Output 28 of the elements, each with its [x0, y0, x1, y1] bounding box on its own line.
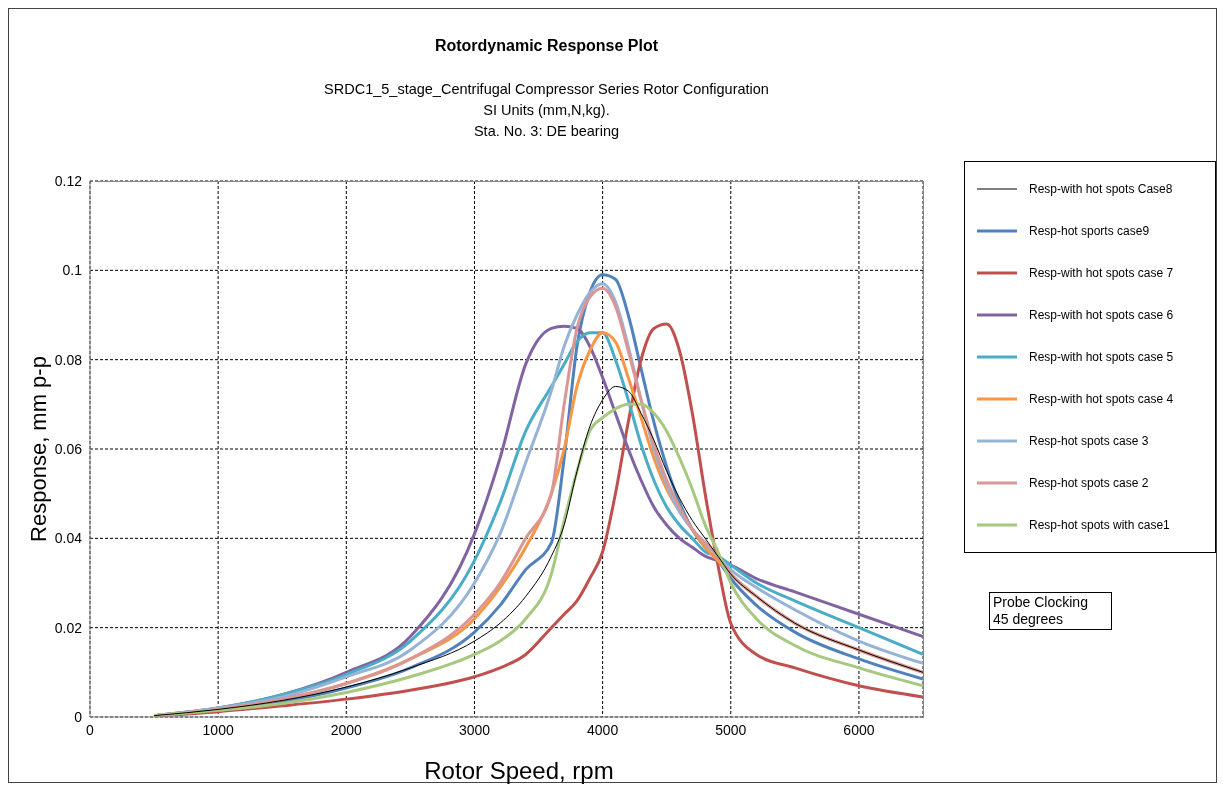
legend-label: Resp-hot spots case 2 — [1029, 476, 1149, 490]
legend-label: Resp-hot spots with case1 — [1029, 518, 1170, 532]
legend-label: Resp-hot spots case 3 — [1029, 434, 1149, 448]
legend-label: Resp-with hot spots case 4 — [1029, 392, 1174, 406]
legend-label: Resp-with hot spots case 6 — [1029, 308, 1174, 322]
legend-label: Resp-with hot spots Case8 — [1029, 182, 1173, 196]
x-tick-label: 6000 — [843, 721, 875, 738]
x-tick-label: 3000 — [458, 721, 491, 738]
x-tick-label: 1000 — [202, 721, 234, 738]
text: Probe Clocking 45 degrees — [989, 592, 1112, 630]
x-tick-label: 4000 — [587, 721, 619, 738]
y-tick-label: 0.08 — [54, 351, 83, 368]
x-axis-title: Rotor Speed, rpm — [423, 757, 615, 785]
y-tick-label: 0.1 — [62, 262, 83, 279]
x-tick-label: 0 — [86, 721, 95, 738]
chart-title: Rotordynamic Response Plot — [433, 37, 660, 55]
x-tick-label: 2000 — [330, 721, 363, 738]
y-tick-label: 0.06 — [54, 440, 83, 457]
legend-label: Resp-with hot spots case 5 — [1029, 350, 1174, 364]
y-tick-label: 0.12 — [54, 172, 83, 189]
x-tick-label: 5000 — [715, 721, 747, 738]
legend-label: Resp-hot sports case9 — [1029, 224, 1150, 238]
y-tick-label: 0.02 — [54, 619, 83, 636]
legend-label: Resp-with hot spots case 7 — [1029, 266, 1174, 280]
y-tick-label: 0.04 — [54, 530, 83, 547]
y-tick-label: 0 — [74, 708, 83, 725]
y-axis-title: Response, mm p-p — [26, 356, 52, 542]
chart-subtitle: SRDC1_5_stage_Centrifugal Compressor Series Rotor Configuration SI Units (mm,N,kg). Sta. No. 3: DE bearing — [323, 80, 770, 141]
